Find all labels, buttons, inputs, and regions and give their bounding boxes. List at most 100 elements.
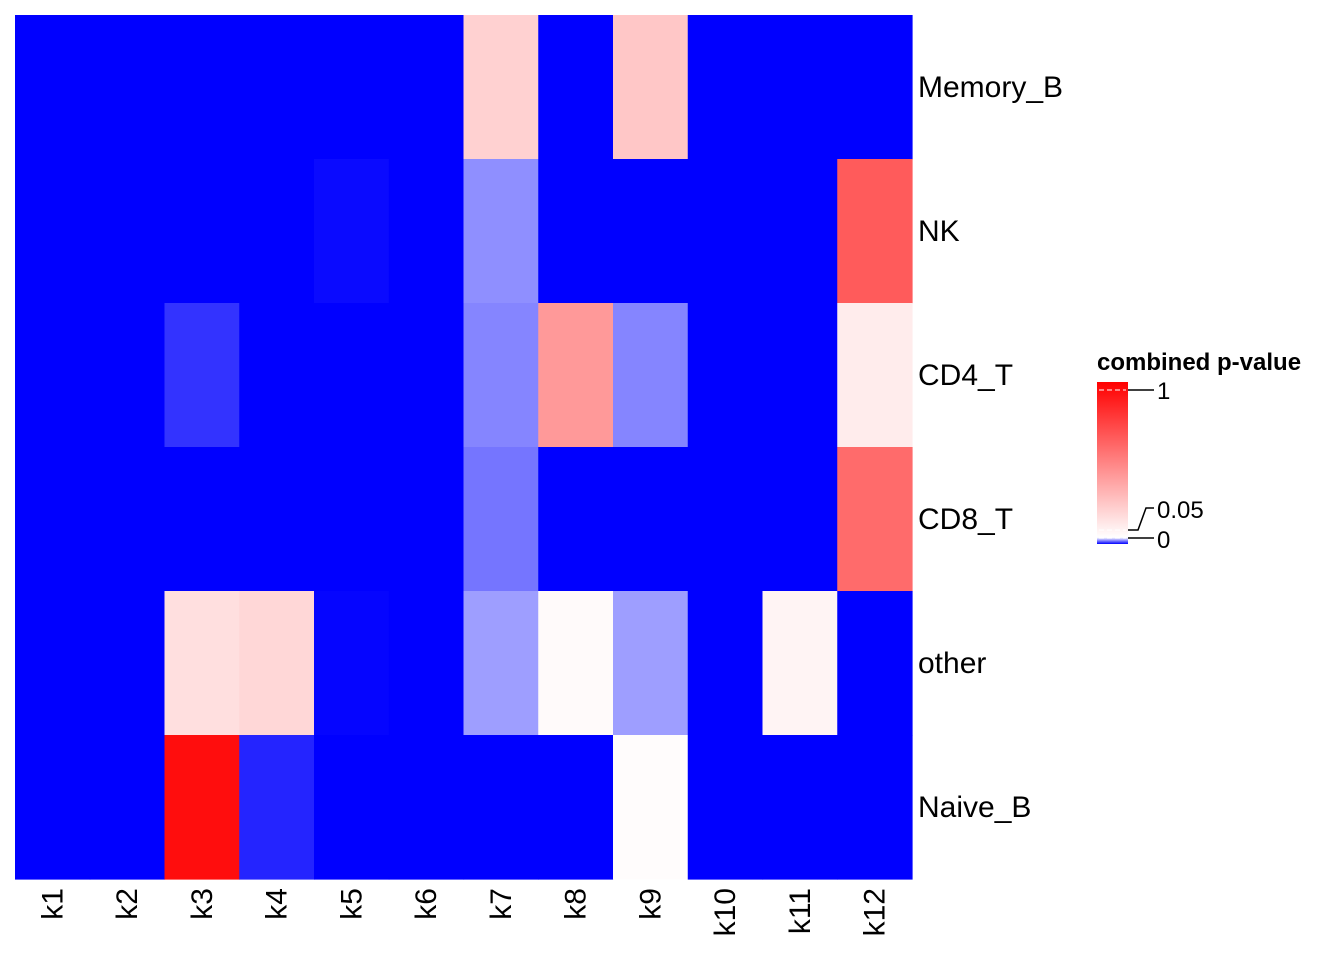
heatmap-cell-cd4_t-k10	[687, 303, 764, 448]
heatmap-cell-cd8_t-k9	[613, 447, 689, 592]
heatmap-cell-nk-k7	[463, 159, 539, 304]
heatmap-cell-cd8_t-k8	[538, 447, 614, 592]
column-label-k10: k10	[709, 888, 742, 936]
heatmap-cell-nk-k11	[762, 159, 838, 304]
legend-colorbar	[1097, 382, 1128, 544]
heatmap-cell-cd8_t-k2	[89, 447, 166, 592]
legend-ticks: 1 0.05 0	[1099, 378, 1204, 554]
legend-title: combined p-value	[1097, 349, 1301, 376]
heatmap-cell-naive_b-k9	[613, 735, 689, 880]
column-label-k2: k2	[111, 888, 144, 920]
heatmap-cell-cd4_t-k7	[463, 303, 539, 448]
heatmap-cell-cd8_t-k11	[762, 447, 838, 592]
heatmap-cell-other-k5	[314, 591, 390, 736]
legend-tick-mark	[1128, 507, 1154, 531]
heatmap-cell-cd8_t-k7	[463, 447, 539, 592]
heatmap-cell-naive_b-k2	[89, 735, 166, 880]
heatmap-cell-memory_b-k1	[15, 15, 91, 160]
heatmap-cell-memory_b-k2	[89, 15, 166, 160]
heatmap-cell-memory_b-k11	[762, 15, 838, 160]
legend-tick-label: 0.05	[1157, 497, 1204, 524]
heatmap-cell-other-k10	[687, 591, 764, 736]
heatmap-cell-naive_b-k5	[314, 735, 390, 880]
heatmap-cell-cd8_t-k3	[164, 447, 240, 592]
heatmap-cell-memory_b-k10	[687, 15, 764, 160]
column-label-k3: k3	[186, 888, 219, 920]
legend-tick-label: 0	[1157, 527, 1170, 554]
row-label-cd8_t: CD8_T	[918, 503, 1013, 536]
heatmap-cell-memory_b-k5	[314, 15, 390, 160]
heatmap-cell-memory_b-k4	[239, 15, 315, 160]
heatmap-cell-other-k8	[538, 591, 614, 736]
heatmap-cell-other-k3	[164, 591, 240, 736]
legend-tick-label: 1	[1157, 378, 1170, 405]
heatmap-cell-naive_b-k12	[837, 735, 913, 880]
heatmap-cell-cd8_t-k6	[388, 447, 465, 592]
heatmap-cell-cd4_t-k5	[314, 303, 390, 448]
heatmap-cell-naive_b-k8	[538, 735, 614, 880]
heatmap-cell-other-k4	[239, 591, 315, 736]
column-label-k5: k5	[335, 888, 368, 920]
heatmap-cell-other-k1	[15, 591, 91, 736]
heatmap-cell-cd4_t-k1	[15, 303, 91, 448]
heatmap-cell-memory_b-k7	[463, 15, 539, 160]
heatmap-cell-cd4_t-k11	[762, 303, 838, 448]
row-label-memory_b: Memory_B	[918, 71, 1063, 104]
heatmap-cell-memory_b-k9	[613, 15, 689, 160]
heatmap-cell-cd4_t-k4	[239, 303, 315, 448]
row-label-cd4_t: CD4_T	[918, 359, 1013, 392]
row-label-naive_b: Naive_B	[918, 791, 1031, 824]
column-label-k7: k7	[485, 888, 518, 920]
heatmap-cell-nk-k9	[613, 159, 689, 304]
heatmap-cell-memory_b-k8	[538, 15, 614, 160]
heatmap-cell-nk-k1	[15, 159, 91, 304]
heatmap-cell-nk-k8	[538, 159, 614, 304]
heatmap-cell-cd4_t-k9	[613, 303, 689, 448]
heatmap-cell-nk-k6	[388, 159, 465, 304]
heatmap-cell-cd4_t-k8	[538, 303, 614, 448]
heatmap-cell-other-k2	[89, 591, 166, 736]
heatmap-cell-naive_b-k3	[164, 735, 240, 880]
heatmap-cell-memory_b-k6	[388, 15, 465, 160]
heatmap-cell-nk-k12	[837, 159, 913, 304]
column-label-k12: k12	[859, 888, 892, 936]
heatmap-cell-cd8_t-k12	[837, 447, 913, 592]
heatmap-cell-cd4_t-k12	[837, 303, 913, 448]
column-label-k11: k11	[784, 888, 817, 934]
heatmap-cell-memory_b-k12	[837, 15, 913, 160]
heatmap-cell-other-k11	[762, 591, 838, 736]
row-label-nk: NK	[918, 215, 960, 248]
heatmap-cell-other-k6	[388, 591, 465, 736]
heatmap-cell-memory_b-k3	[164, 15, 240, 160]
heatmap-cell-nk-k5	[314, 159, 390, 304]
heatmap-cell-cd8_t-k10	[687, 447, 764, 592]
heatmap-cell-naive_b-k11	[762, 735, 838, 880]
column-label-k6: k6	[410, 888, 443, 920]
column-label-k8: k8	[560, 888, 593, 920]
heatmap-cell-other-k7	[463, 591, 539, 736]
column-label-k4: k4	[261, 888, 294, 920]
heatmap-cell-cd8_t-k4	[239, 447, 315, 592]
heatmap-cells	[15, 15, 913, 880]
heatmap-cell-naive_b-k4	[239, 735, 315, 880]
column-label-k9: k9	[634, 888, 667, 920]
heatmap-cell-naive_b-k1	[15, 735, 91, 880]
row-label-other: other	[918, 647, 986, 680]
heatmap-cell-cd8_t-k1	[15, 447, 91, 592]
heatmap-cell-nk-k3	[164, 159, 240, 304]
color-legend: combined p-value 1 0.05 0	[1097, 349, 1301, 554]
heatmap-cell-cd4_t-k2	[89, 303, 166, 448]
heatmap-cell-cd4_t-k6	[388, 303, 465, 448]
heatmap-cell-nk-k10	[687, 159, 764, 304]
heatmap-cell-naive_b-k6	[388, 735, 465, 880]
heatmap-cell-other-k12	[837, 591, 913, 736]
heatmap-cell-naive_b-k10	[687, 735, 764, 880]
heatmap-cell-nk-k2	[89, 159, 166, 304]
column-labels: k1 k2 k3 k4 k5 k6 k7 k8 k9 k10 k11 k12	[36, 888, 891, 936]
heatmap-cell-naive_b-k7	[463, 735, 539, 880]
column-label-k1: k1	[36, 888, 69, 920]
heatmap-cell-cd4_t-k3	[164, 303, 240, 448]
heatmap-cell-other-k9	[613, 591, 689, 736]
